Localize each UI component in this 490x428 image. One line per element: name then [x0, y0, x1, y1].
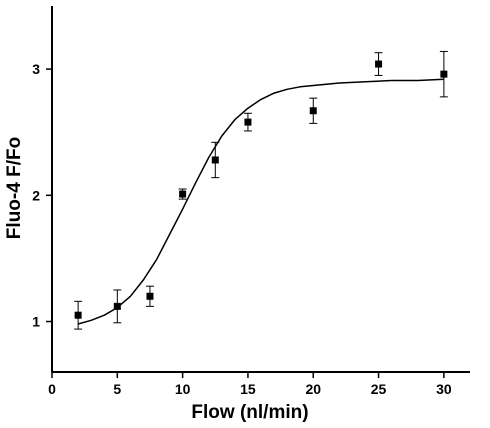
x-axis-label: Flow (nl/min)	[191, 402, 308, 423]
data-points	[74, 50, 448, 330]
x-tick-label: 25	[371, 381, 387, 397]
data-point-group	[374, 52, 383, 76]
data-point	[309, 107, 317, 115]
y-tick-label: 2	[32, 187, 40, 203]
x-tick-label: 5	[113, 381, 121, 397]
y-tick-label: 1	[32, 314, 40, 330]
data-point-group	[74, 300, 83, 330]
data-point-group	[178, 188, 187, 200]
data-point-group	[243, 112, 252, 132]
data-point	[179, 190, 187, 198]
data-point	[375, 60, 383, 68]
data-point-group	[211, 141, 220, 179]
data-point	[440, 70, 448, 78]
data-point-group	[113, 289, 122, 324]
y-tick-label: 3	[32, 61, 40, 77]
data-point	[211, 156, 219, 164]
data-point	[74, 311, 82, 319]
axes	[51, 6, 470, 373]
data-point-group	[439, 50, 448, 98]
x-tick-label: 20	[305, 381, 321, 397]
data-point	[113, 302, 121, 310]
y-axis-label: Fluo-4 F/Fo	[4, 137, 25, 239]
fit-curve-group	[77, 78, 444, 325]
x-tick-label: 0	[48, 381, 56, 397]
data-point	[146, 292, 154, 300]
x-tick-label: 15	[240, 381, 256, 397]
data-point	[244, 118, 252, 126]
data-point-group	[309, 97, 318, 124]
y-axis-ticks: 1 2 3	[32, 61, 52, 330]
fit-curve	[77, 78, 444, 325]
x-tick-label: 30	[436, 381, 452, 397]
data-point-group	[145, 285, 154, 307]
x-tick-label: 10	[175, 381, 191, 397]
x-axis-ticks: 0 5 10 15 20 25 30	[48, 372, 452, 397]
